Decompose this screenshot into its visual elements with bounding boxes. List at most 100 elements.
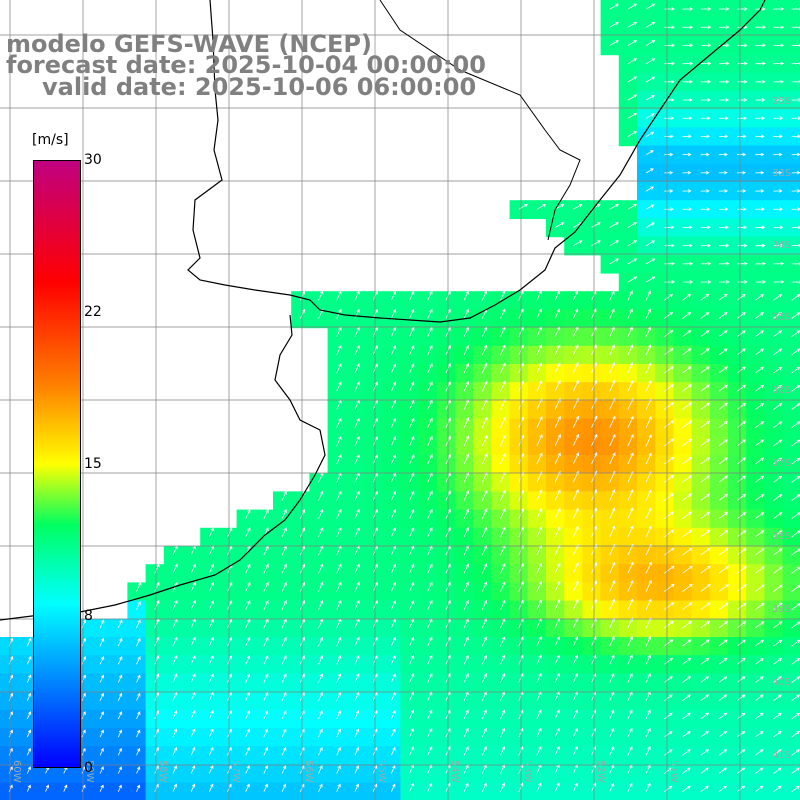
wind-cell bbox=[418, 291, 438, 310]
wind-cell bbox=[109, 691, 128, 711]
wind-arrow bbox=[318, 290, 324, 301]
wind-cell bbox=[637, 109, 656, 128]
wind-arrow bbox=[572, 379, 579, 392]
wind-arrow bbox=[227, 636, 233, 647]
wind-arrow bbox=[627, 240, 638, 247]
wind-arrow bbox=[281, 581, 287, 592]
wind-arrow bbox=[755, 658, 764, 665]
wind-cell bbox=[527, 418, 547, 438]
wind-cell bbox=[618, 218, 638, 238]
wind-arrow bbox=[263, 728, 269, 738]
wind-cell bbox=[163, 582, 183, 602]
wind-arrow bbox=[645, 561, 652, 574]
wind-cell bbox=[345, 455, 365, 474]
wind-cell bbox=[309, 709, 329, 729]
wind-arrow bbox=[500, 581, 506, 592]
wind-arrow bbox=[481, 326, 488, 337]
wind-cell bbox=[637, 36, 656, 56]
wind-cell bbox=[400, 382, 420, 401]
wind-cell bbox=[436, 345, 456, 365]
wind-cell bbox=[582, 746, 602, 765]
wind-cell bbox=[509, 618, 529, 638]
wind-cell bbox=[637, 546, 656, 565]
wind-arrow bbox=[172, 655, 178, 665]
wind-cell bbox=[582, 418, 602, 438]
wind-cell bbox=[145, 709, 165, 729]
wind-arrow bbox=[664, 25, 675, 29]
wind-cell bbox=[127, 728, 147, 747]
wind-cell bbox=[436, 527, 456, 547]
wind-arrow bbox=[700, 61, 712, 66]
wind-arrow bbox=[700, 384, 710, 392]
wind-cell bbox=[782, 127, 800, 147]
wind-cell bbox=[273, 527, 292, 547]
wind-arrow bbox=[755, 621, 765, 629]
wind-arrow bbox=[536, 362, 543, 374]
wind-cell bbox=[673, 400, 693, 420]
wind-arrow bbox=[736, 749, 746, 756]
wind-cell bbox=[637, 764, 656, 784]
wind-arrow bbox=[227, 600, 233, 610]
wind-arrow bbox=[427, 490, 433, 501]
wind-cell bbox=[709, 491, 729, 511]
wind-arrow bbox=[736, 767, 746, 774]
wind-cell bbox=[273, 728, 292, 747]
colorbar-tick: 8 bbox=[84, 608, 93, 624]
wind-arrow bbox=[755, 548, 765, 556]
wind-arrow bbox=[500, 654, 506, 665]
wind-cell bbox=[0, 691, 19, 711]
wind-arrow bbox=[390, 783, 396, 792]
wind-arrow bbox=[645, 258, 656, 265]
wind-arrow bbox=[354, 581, 360, 592]
wind-cell bbox=[418, 728, 438, 747]
wind-arrow bbox=[81, 674, 86, 683]
wind-cell bbox=[637, 527, 656, 547]
wind-cell bbox=[400, 327, 420, 347]
wind-arrow bbox=[190, 728, 196, 738]
wind-arrow bbox=[755, 116, 766, 120]
wind-arrow bbox=[755, 749, 764, 756]
wind-arrow bbox=[536, 672, 542, 683]
wind-arrow bbox=[682, 79, 693, 84]
wind-arrow bbox=[281, 600, 287, 610]
wind-arrow bbox=[536, 204, 547, 210]
wind-cell bbox=[364, 673, 383, 693]
wind-cell bbox=[782, 455, 800, 474]
wind-arrow bbox=[390, 691, 396, 701]
wind-arrow bbox=[645, 186, 655, 192]
wind-arrow bbox=[627, 40, 638, 46]
wind-cell bbox=[455, 691, 474, 711]
wind-arrow bbox=[500, 709, 506, 720]
wind-cell bbox=[91, 764, 110, 784]
wind-cell bbox=[509, 309, 529, 329]
wind-arrow bbox=[263, 636, 269, 647]
wind-arrow bbox=[609, 222, 619, 228]
wind-arrow bbox=[481, 581, 488, 592]
wind-arrow bbox=[755, 330, 764, 338]
wind-cell bbox=[491, 382, 511, 401]
wind-cell bbox=[145, 673, 165, 693]
wind-arrow bbox=[572, 308, 579, 319]
wind-arrow bbox=[136, 784, 141, 792]
wind-arrow bbox=[336, 472, 342, 483]
wind-cell bbox=[764, 382, 784, 401]
wind-cell bbox=[364, 291, 383, 310]
wind-cell bbox=[382, 746, 401, 765]
wind-cell bbox=[18, 673, 37, 693]
wind-arrow bbox=[354, 783, 359, 792]
wind-arrow bbox=[390, 345, 397, 356]
wind-arrow bbox=[773, 566, 783, 574]
wind-cell bbox=[709, 436, 729, 456]
wind-cell bbox=[473, 364, 492, 383]
colorbar bbox=[33, 160, 81, 768]
wind-cell bbox=[273, 509, 292, 529]
wind-arrow bbox=[572, 580, 579, 592]
wind-cell bbox=[618, 618, 638, 638]
wind-arrow bbox=[554, 580, 561, 592]
wind-arrow bbox=[354, 363, 360, 374]
wind-cell bbox=[673, 618, 693, 638]
wind-cell bbox=[546, 436, 565, 456]
wind-arrow bbox=[773, 457, 783, 465]
wind-cell bbox=[145, 582, 165, 602]
wind-arrow bbox=[645, 94, 655, 101]
